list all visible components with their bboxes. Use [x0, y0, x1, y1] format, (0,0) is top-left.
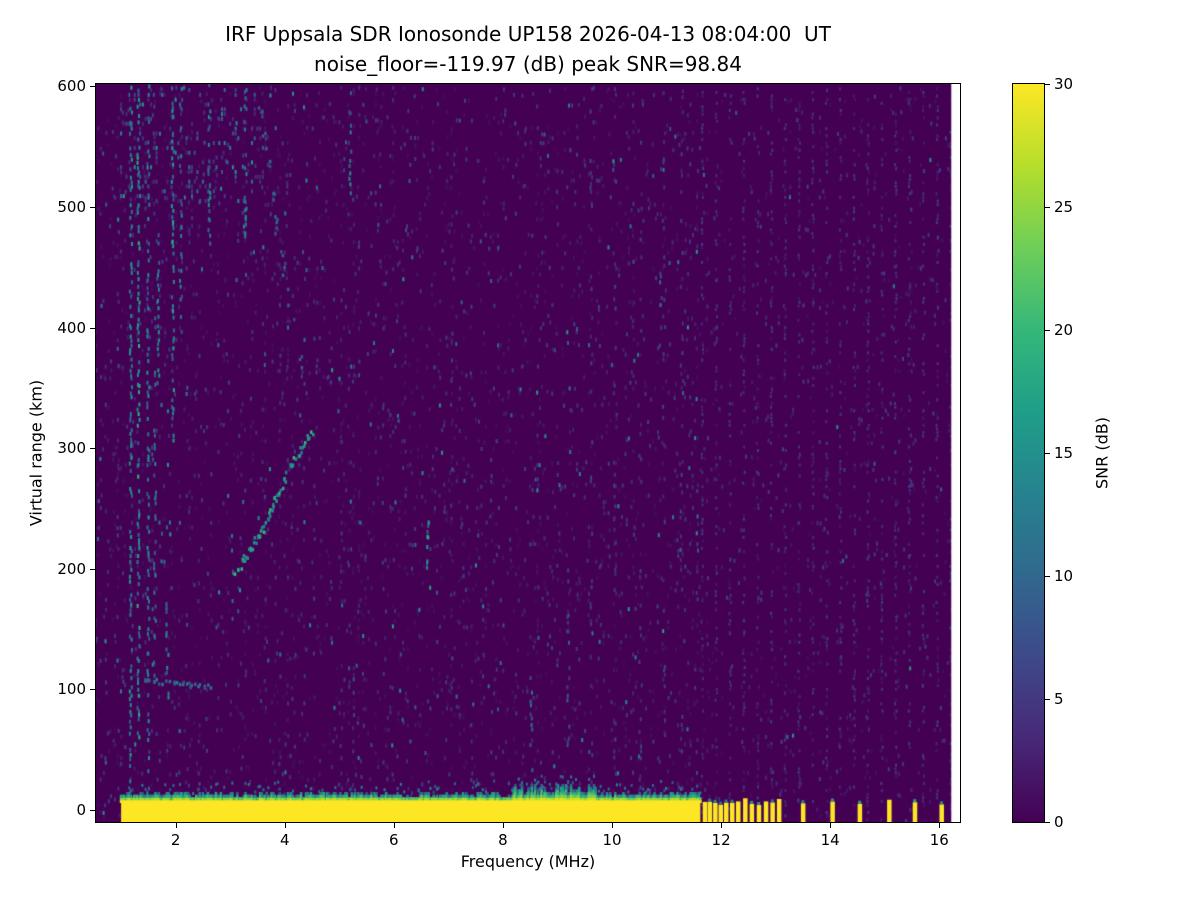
colorbar-tick-mark: [1045, 207, 1050, 208]
x-tick-label: 10: [602, 831, 622, 849]
x-axis-label: Frequency (MHz): [460, 852, 596, 871]
chart-title: IRF Uppsala SDR Ionosonde UP158 2026-04-…: [225, 22, 831, 46]
chart-subtitle: noise_floor=-119.97 (dB) peak SNR=98.84: [314, 52, 742, 76]
colorbar-tick-label: 20: [1054, 321, 1074, 339]
colorbar-tick-label: 10: [1054, 567, 1074, 585]
y-tick-label: 0: [76, 800, 86, 819]
y-tick-mark: [90, 689, 95, 691]
colorbar-tick-label: 15: [1054, 444, 1074, 462]
colorbar-tick-mark: [1045, 453, 1050, 454]
x-tick-mark: [175, 823, 177, 828]
y-axis-label: Virtual range (km): [26, 379, 46, 527]
colorbar-tick-label: 0: [1054, 813, 1064, 831]
x-tick-mark: [284, 823, 286, 828]
x-tick-mark: [502, 823, 504, 828]
colorbar-tick-label: 25: [1054, 198, 1074, 216]
x-tick-mark: [612, 823, 613, 828]
x-tick-label: 8: [498, 831, 508, 849]
colorbar-tick-mark: [1045, 330, 1050, 331]
colorbar-tick-mark: [1045, 84, 1050, 85]
y-tick-mark: [90, 86, 95, 88]
x-tick-label: 4: [279, 831, 290, 849]
x-tick-label: 16: [929, 831, 949, 849]
y-tick-mark: [90, 327, 95, 329]
colorbar-tick-mark: [1045, 699, 1050, 700]
colorbar: [1012, 83, 1045, 823]
y-tick-label: 500: [57, 198, 86, 216]
y-tick-label: 200: [57, 559, 86, 578]
y-tick-label: 300: [57, 439, 86, 458]
x-tick-mark: [830, 823, 832, 828]
x-tick-mark: [721, 823, 723, 828]
colorbar-tick-label: 5: [1054, 690, 1064, 708]
y-tick-mark: [90, 207, 95, 208]
plot-area: [95, 83, 961, 823]
y-tick-label: 600: [57, 77, 86, 96]
y-tick-mark: [90, 448, 95, 450]
colorbar-tick-label: 30: [1054, 75, 1074, 93]
y-tick-mark: [90, 809, 95, 811]
x-tick-mark: [393, 823, 395, 828]
y-tick-label: 400: [57, 318, 86, 337]
x-tick-label: 14: [820, 831, 840, 849]
colorbar-label: SNR (dB): [1092, 417, 1112, 489]
colorbar-tick-mark: [1045, 822, 1050, 823]
y-tick-mark: [90, 568, 95, 570]
colorbar-tick-mark: [1045, 576, 1050, 577]
y-tick-label: 100: [57, 680, 86, 699]
x-tick-label: 2: [170, 831, 181, 849]
x-tick-label: 12: [711, 831, 731, 849]
ionogram-heatmap: [96, 84, 960, 822]
x-tick-label: 6: [389, 831, 399, 849]
x-tick-mark: [939, 823, 941, 828]
